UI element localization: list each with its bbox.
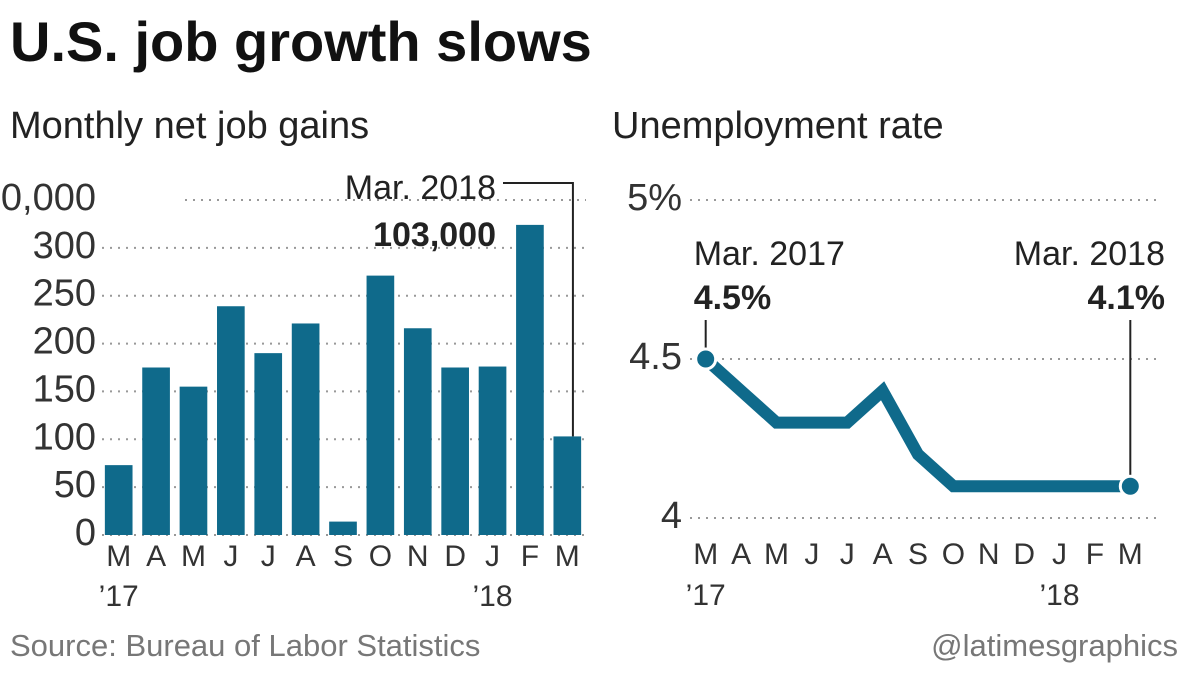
x-tick-label: M xyxy=(693,538,718,571)
x-tick-label: F xyxy=(1086,538,1104,571)
line xyxy=(701,354,1131,493)
bar xyxy=(403,328,432,535)
x-tick-label: J xyxy=(840,538,855,571)
x-tick-label: J xyxy=(261,540,276,573)
x-tick-label: A xyxy=(731,538,751,571)
y-tick-label: 150 xyxy=(33,368,96,410)
x-tick-label: J xyxy=(485,540,500,573)
y-tick-label: 250 xyxy=(33,273,96,315)
x-tick-label: J xyxy=(804,538,819,571)
x-tick-label: J xyxy=(223,540,238,573)
credit: @latimesgraphics xyxy=(931,628,1178,663)
x-tick-label: J xyxy=(1052,538,1067,571)
chart-title: Unemployment rate xyxy=(612,105,944,147)
x-sublabel: ’17 xyxy=(686,579,726,612)
y-tick-label: 4 xyxy=(661,495,682,537)
annotation-value: 4.5% xyxy=(694,279,772,317)
x-tick-label: N xyxy=(407,540,429,573)
x-tick-label: A xyxy=(873,538,893,571)
bar xyxy=(291,323,320,535)
x-tick-label: F xyxy=(521,540,539,573)
x-tick-label: A xyxy=(146,540,166,573)
bar xyxy=(478,366,507,535)
page-title: U.S. job growth slows xyxy=(10,10,592,73)
annotation-value: 103,000 xyxy=(373,216,496,254)
x-tick-label: M xyxy=(555,540,580,573)
y-tick-label: 4.5 xyxy=(629,336,682,378)
x-tick-label: O xyxy=(369,540,392,573)
y-tick-label: 5% xyxy=(627,177,682,219)
source: Source: Bureau of Labor Statistics xyxy=(10,628,480,663)
annotation-label: Mar. 2018 xyxy=(1014,235,1165,273)
y-tick-label: 100 xyxy=(33,416,96,458)
bar xyxy=(142,367,170,535)
bar xyxy=(217,306,245,535)
annotation-value: 4.1% xyxy=(1088,279,1166,317)
bar xyxy=(441,367,469,535)
y-tick-label: 0 xyxy=(75,512,96,554)
x-tick-label: O xyxy=(942,538,965,571)
bar xyxy=(254,353,283,535)
x-tick-label: S xyxy=(908,538,928,571)
bar xyxy=(553,436,582,535)
x-tick-label: M xyxy=(1118,538,1143,571)
x-sublabel: ’18 xyxy=(1040,579,1080,612)
annotation-connector xyxy=(503,182,574,437)
x-tick-label: S xyxy=(333,540,353,573)
y-tick-label: 200 xyxy=(33,321,96,363)
annotation-label: Mar. 2018 xyxy=(345,169,496,207)
x-tick-label: M xyxy=(764,538,789,571)
bar xyxy=(104,465,133,535)
x-sublabel: ’18 xyxy=(473,580,513,613)
point xyxy=(1118,474,1142,498)
y-tick-label: 50 xyxy=(54,464,96,506)
x-tick-label: M xyxy=(181,540,206,573)
bar xyxy=(329,521,357,535)
x-tick-label: D xyxy=(444,540,466,573)
x-tick-label: M xyxy=(106,540,131,573)
point xyxy=(694,347,718,371)
bar xyxy=(179,386,208,535)
x-tick-label: N xyxy=(978,538,1000,571)
x-tick-label: D xyxy=(1013,538,1035,571)
y-tick-label: 300 xyxy=(33,225,96,267)
annotation-label: Mar. 2017 xyxy=(694,235,845,273)
y-tick-label: 350,000 xyxy=(0,177,96,219)
chart-title: Monthly net job gains xyxy=(10,105,369,147)
x-tick-label: A xyxy=(296,540,316,573)
bar xyxy=(516,224,544,535)
x-sublabel: ’17 xyxy=(99,580,139,613)
bar xyxy=(366,275,395,535)
